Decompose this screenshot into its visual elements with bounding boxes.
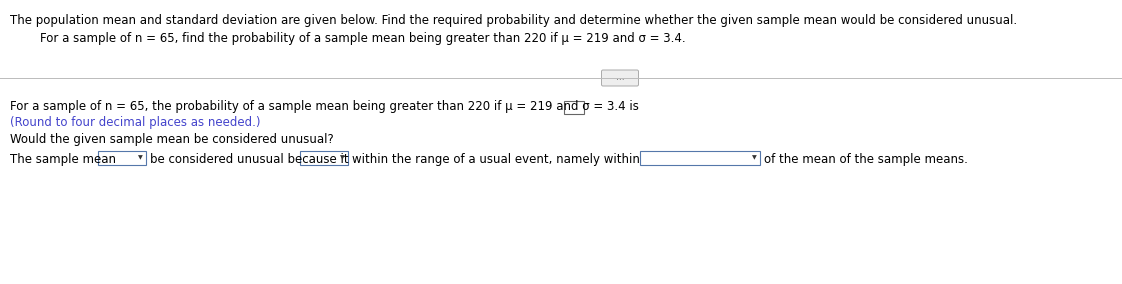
FancyBboxPatch shape [601,70,638,86]
Text: Would the given sample mean be considered unusual?: Would the given sample mean be considere… [10,133,333,146]
Text: For a sample of n = 65, find the probability of a sample mean being greater than: For a sample of n = 65, find the probabi… [40,32,686,45]
Text: The population mean and standard deviation are given below. Find the required pr: The population mean and standard deviati… [10,14,1018,27]
FancyBboxPatch shape [640,151,760,165]
Text: The sample mean: The sample mean [10,153,116,166]
FancyBboxPatch shape [98,151,146,165]
FancyBboxPatch shape [300,151,348,165]
Text: ▼: ▼ [752,156,757,160]
Text: ▼: ▼ [340,156,344,160]
Text: within the range of a usual event, namely within: within the range of a usual event, namel… [352,153,640,166]
Text: (Round to four decimal places as needed.): (Round to four decimal places as needed.… [10,116,260,129]
FancyBboxPatch shape [564,101,583,114]
Text: ▼: ▼ [138,156,142,160]
Text: ...: ... [616,74,624,82]
Text: For a sample of n = 65, the probability of a sample mean being greater than 220 : For a sample of n = 65, the probability … [10,100,638,113]
Text: of the mean of the sample means.: of the mean of the sample means. [764,153,968,166]
Text: be considered unusual because it: be considered unusual because it [150,153,349,166]
